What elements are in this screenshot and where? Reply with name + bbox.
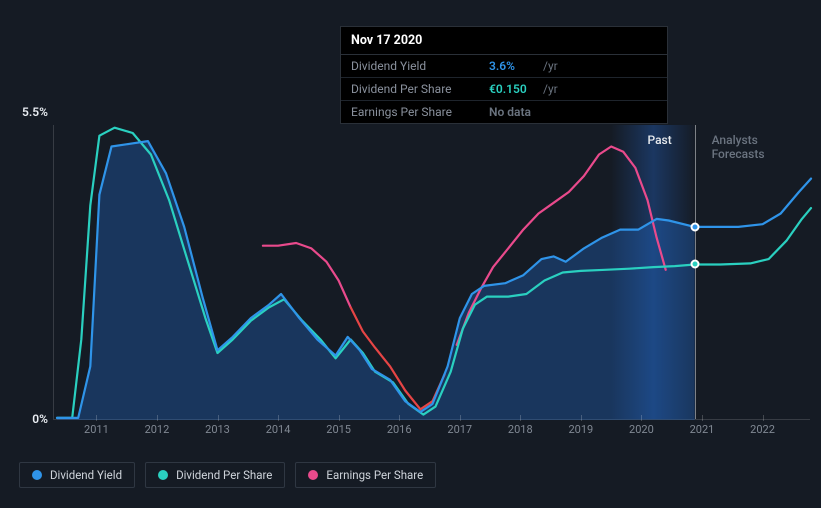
- legend-item[interactable]: Earnings Per Share: [295, 462, 436, 488]
- chart-plot[interactable]: Past Analysts Forecasts 2011201220132014…: [53, 125, 810, 420]
- region-past-label: Past: [647, 133, 671, 147]
- x-tick-label: 2013: [205, 423, 230, 436]
- cursor-marker: [690, 260, 699, 269]
- region-forecast-label: Analysts Forecasts: [712, 133, 778, 161]
- tooltip-date: Nov 17 2020: [341, 27, 667, 55]
- legend: Dividend Yield Dividend Per Share Earnings…: [19, 462, 436, 488]
- x-tick-label: 2011: [84, 423, 109, 436]
- legend-label: Dividend Yield: [50, 468, 122, 482]
- tooltip-key: Dividend Yield: [351, 59, 489, 73]
- legend-dot: [158, 470, 168, 480]
- x-tick-label: 2016: [387, 423, 412, 436]
- y-axis-max-label: 5.5%: [22, 105, 48, 119]
- tooltip-value: 3.6%: [489, 59, 539, 73]
- tooltip-value: No data: [489, 105, 539, 119]
- tooltip-row: Dividend Per Share€0.150/yr: [341, 78, 667, 101]
- x-tick-label: 2020: [629, 423, 654, 436]
- tooltip-key: Earnings Per Share: [351, 105, 489, 119]
- x-tick-label: 2022: [750, 423, 775, 436]
- cursor-marker: [690, 222, 699, 231]
- tooltip-value: €0.150: [489, 82, 539, 96]
- x-tick-label: 2017: [447, 423, 472, 436]
- tooltip-row: Earnings Per ShareNo data: [341, 101, 667, 123]
- tooltip-unit: /yr: [543, 82, 558, 96]
- legend-label: Dividend Per Share: [176, 468, 272, 482]
- x-tick-label: 2021: [690, 423, 715, 436]
- legend-item[interactable]: Dividend Yield: [19, 462, 135, 488]
- tooltip-key: Dividend Per Share: [351, 82, 489, 96]
- legend-dot: [32, 470, 42, 480]
- chart-svg: [54, 125, 811, 420]
- x-tick-label: 2015: [326, 423, 351, 436]
- y-axis-min-label: 0%: [32, 412, 48, 426]
- x-tick-label: 2018: [508, 423, 533, 436]
- x-tick-label: 2012: [145, 423, 170, 436]
- chart-tooltip: Nov 17 2020 Dividend Yield3.6%/yrDividen…: [340, 26, 668, 124]
- x-axis: 2011 2012 2013 2014 2015 2016 2017 2018 2019 2020…: [54, 421, 811, 441]
- x-tick-label: 2014: [266, 423, 291, 436]
- cursor-line: [695, 125, 696, 419]
- tooltip-row: Dividend Yield3.6% /yr: [341, 55, 667, 78]
- chart-area[interactable]: 5.5% 0% Past Analysts Forecasts 20112012…: [19, 125, 810, 420]
- legend-label: Earnings Per Share: [326, 468, 423, 482]
- legend-item[interactable]: Dividend Per Share: [145, 462, 285, 488]
- tooltip-unit: /yr: [543, 59, 558, 73]
- x-tick-label: 2019: [568, 423, 593, 436]
- legend-dot: [308, 470, 318, 480]
